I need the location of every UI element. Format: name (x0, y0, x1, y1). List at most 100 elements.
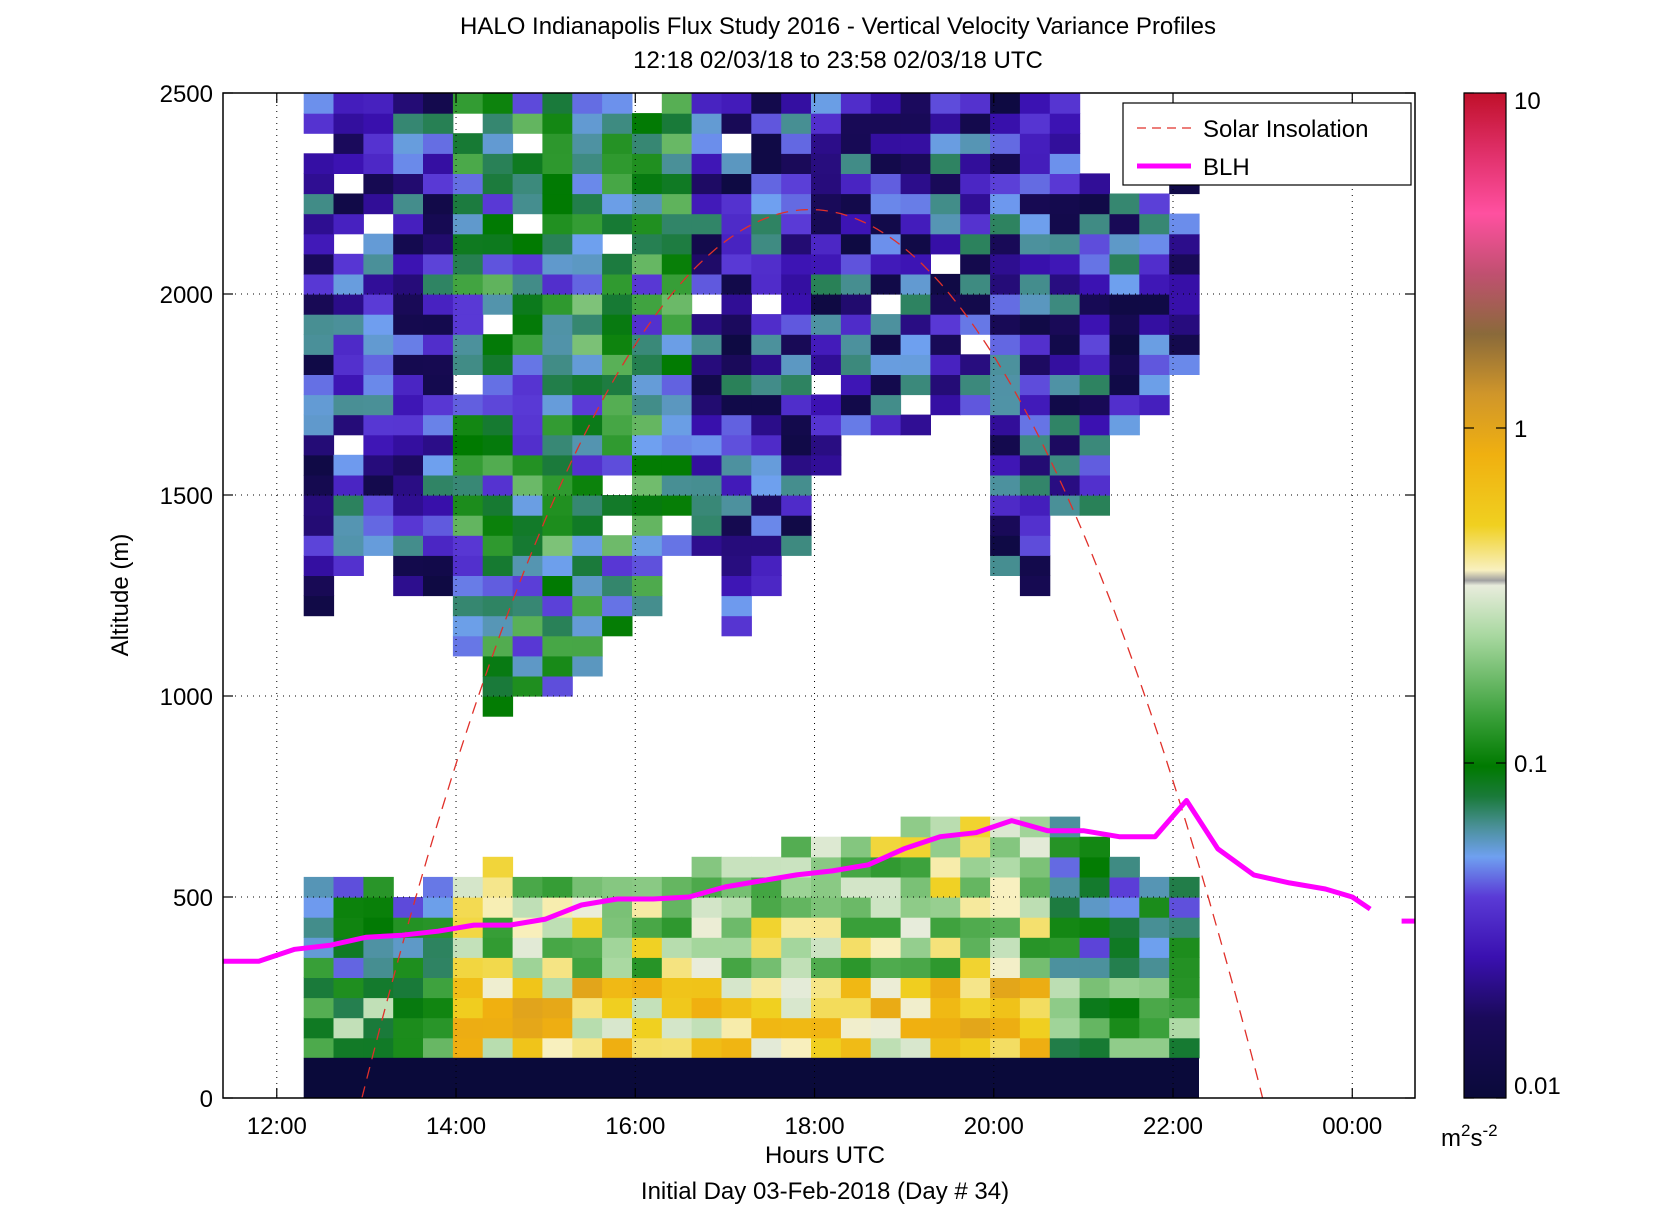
heatmap-cell (303, 575, 335, 597)
heatmap-cell (363, 515, 394, 536)
heatmap-cell (960, 856, 991, 878)
heatmap-cell (930, 314, 961, 335)
heatmap-cell (363, 374, 394, 396)
heatmap-cell (482, 294, 514, 315)
heatmap-cell (303, 917, 335, 938)
heatmap-cell (1049, 133, 1081, 154)
heatmap-cell (781, 897, 812, 918)
heatmap-cell (1079, 334, 1110, 355)
heatmap-cell (661, 354, 693, 375)
heatmap-cell (990, 836, 1021, 858)
heatmap-cell (990, 535, 1021, 556)
heatmap-cell (482, 897, 514, 918)
heatmap-cell (870, 977, 902, 999)
heatmap-cell (602, 615, 633, 637)
heatmap-cell (870, 354, 902, 375)
heatmap-cell (482, 555, 514, 576)
heatmap-cell (691, 193, 722, 215)
heatmap-cell (661, 113, 693, 134)
heatmap-cell (452, 434, 484, 456)
heatmap-cell (542, 294, 573, 315)
heatmap-cell (661, 937, 693, 958)
heatmap-cell (452, 595, 484, 617)
heatmap-cell (333, 273, 364, 295)
heatmap-cell (1019, 876, 1051, 898)
heatmap-cell (661, 213, 693, 235)
heatmap-cell (542, 334, 573, 355)
heatmap-cell (870, 897, 902, 918)
heatmap-cell (423, 273, 454, 295)
heatmap-cell (900, 334, 931, 355)
heatmap-cell (1019, 515, 1051, 536)
heatmap-cell (870, 394, 902, 416)
heatmap-cell (930, 193, 961, 215)
heatmap-cell (1079, 957, 1110, 978)
heatmap-cell (542, 93, 573, 114)
heatmap-cell (1049, 495, 1081, 516)
heatmap-cell (482, 273, 514, 295)
heatmap-cell (721, 294, 752, 315)
heatmap-cell (542, 997, 573, 1019)
heatmap-cell (751, 253, 782, 275)
heatmap-cell (423, 133, 454, 154)
heatmap-cell (751, 374, 782, 396)
heatmap-cell (870, 253, 902, 275)
heatmap-cell (691, 133, 722, 154)
heatmap-cell (1169, 294, 1200, 315)
heatmap-cell (840, 997, 872, 1019)
heatmap-cell (661, 434, 693, 456)
heatmap-cell (393, 515, 424, 536)
heatmap-cell (721, 454, 752, 476)
heatmap-bottom-row (303, 1057, 1199, 1098)
heatmap-cell (930, 897, 961, 918)
heatmap-cell (512, 495, 543, 516)
heatmap-cell (721, 93, 752, 114)
heatmap-cell (452, 535, 484, 556)
heatmap-cell (393, 1017, 424, 1039)
heatmap-cell (900, 977, 931, 999)
heatmap-cell (602, 374, 633, 396)
heatmap-cell (512, 93, 543, 114)
heatmap-cell (452, 253, 484, 275)
x-tick-label: 16:00 (605, 1113, 665, 1140)
heatmap-cell (1139, 233, 1170, 255)
heatmap-cell (960, 193, 991, 215)
heatmap-cell (632, 957, 663, 978)
heatmap-cell (1019, 193, 1051, 215)
heatmap-cell (661, 273, 693, 295)
heatmap-cell (512, 253, 543, 275)
heatmap-cell (602, 414, 633, 436)
heatmap-cell (452, 635, 484, 657)
heatmap-cell (333, 1037, 364, 1059)
heatmap-cell (1049, 816, 1081, 838)
heatmap-cell (303, 273, 335, 295)
heatmap-cell (900, 917, 931, 938)
heatmap-cell (393, 273, 424, 295)
heatmap-cell (1109, 314, 1140, 335)
heatmap-cell (363, 957, 394, 978)
heatmap-cell (572, 615, 603, 637)
heatmap-cell (303, 495, 335, 516)
heatmap-cell (1079, 394, 1110, 416)
heatmap-cell (1109, 977, 1140, 999)
heatmap-cell (990, 354, 1021, 375)
heatmap-cell (542, 535, 573, 556)
heatmap-cell (1139, 1037, 1170, 1059)
heatmap-cell (1109, 957, 1140, 978)
heatmap-cell (423, 414, 454, 436)
heatmap-cell (990, 253, 1021, 275)
heatmap-cell (721, 314, 752, 335)
heatmap-cell (303, 535, 335, 556)
heatmap-cell (452, 454, 484, 476)
heatmap-cell (1019, 153, 1051, 174)
heatmap-cell (632, 997, 663, 1019)
heatmap-cell (900, 997, 931, 1019)
heatmap-cell (811, 133, 842, 154)
heatmap-cell (990, 414, 1021, 436)
heatmap-cell (661, 1017, 693, 1039)
heatmap-cell (751, 454, 782, 476)
heatmap-cell (721, 253, 752, 275)
heatmap-cell (602, 876, 633, 898)
heatmap-cell (811, 213, 842, 235)
heatmap-cell (1079, 374, 1110, 396)
